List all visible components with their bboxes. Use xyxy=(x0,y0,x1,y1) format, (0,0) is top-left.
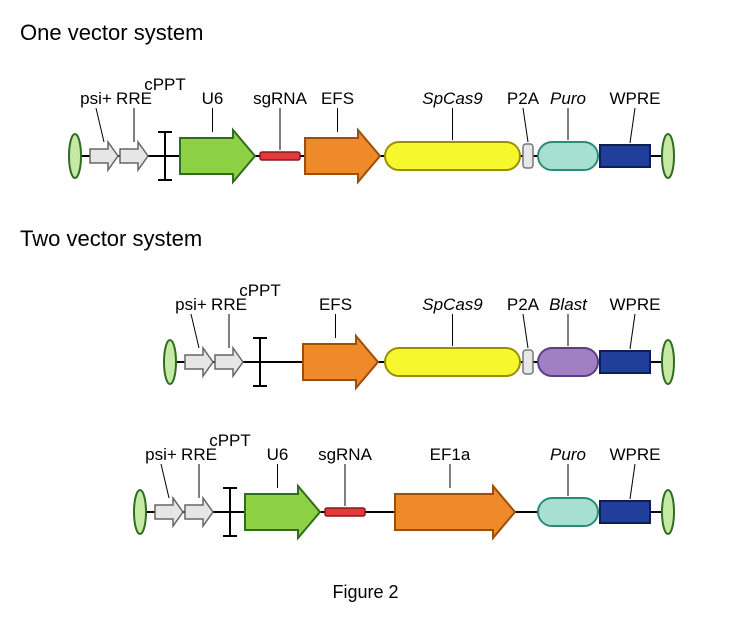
psi: psi+ xyxy=(145,445,183,526)
svg-text:U6: U6 xyxy=(202,89,224,108)
svg-text:U6: U6 xyxy=(267,445,289,464)
ltr-right xyxy=(662,340,674,384)
ef1a: EF1a xyxy=(395,445,515,538)
svg-text:Puro: Puro xyxy=(550,445,586,464)
svg-text:EF1a: EF1a xyxy=(430,445,471,464)
ltr-left xyxy=(164,340,176,384)
svg-text:Blast: Blast xyxy=(549,295,588,314)
efs: EFS xyxy=(303,295,378,388)
ltr-right xyxy=(662,490,674,534)
one-vector-diagram: psi+RREcPPT U6 sgRNA EFS SpCas9 P2A Puro WPRE xyxy=(20,76,711,191)
puro: Puro xyxy=(538,89,598,170)
ltr-left xyxy=(69,134,81,178)
svg-text:sgRNA: sgRNA xyxy=(253,89,308,108)
svg-text:WPRE: WPRE xyxy=(610,89,661,108)
svg-text:Puro: Puro xyxy=(550,89,586,108)
svg-text:psi+: psi+ xyxy=(175,295,207,314)
svg-text:sgRNA: sgRNA xyxy=(318,445,373,464)
sgrna: sgRNA xyxy=(253,89,308,160)
title-one-vector: One vector system xyxy=(20,20,711,46)
svg-text:psi+: psi+ xyxy=(145,445,177,464)
psi: psi+ xyxy=(80,89,118,170)
svg-text:EFS: EFS xyxy=(321,89,354,108)
rre: RRE xyxy=(181,445,217,526)
svg-text:EFS: EFS xyxy=(319,295,352,314)
svg-text:cPPT: cPPT xyxy=(144,76,186,94)
cppt: cPPT xyxy=(239,282,281,386)
u6: U6 xyxy=(245,445,320,538)
title-two-vector: Two vector system xyxy=(20,226,711,252)
svg-text:psi+: psi+ xyxy=(80,89,112,108)
figure-caption: Figure 2 xyxy=(20,582,711,603)
svg-text:cPPT: cPPT xyxy=(239,282,281,300)
svg-text:P2A: P2A xyxy=(507,295,540,314)
spcas9: SpCas9 xyxy=(385,89,520,170)
u6: U6 xyxy=(180,89,255,182)
puro: Puro xyxy=(538,445,598,526)
ltr-left xyxy=(134,490,146,534)
two-vector-diagram-a: psi+RREcPPT EFS SpCas9 P2A Blast WPRE xyxy=(20,282,711,397)
svg-text:SpCas9: SpCas9 xyxy=(422,295,483,314)
ltr-right xyxy=(662,134,674,178)
sgrna: sgRNA xyxy=(318,445,373,516)
svg-text:SpCas9: SpCas9 xyxy=(422,89,483,108)
two-vector-diagram-b: psi+RREcPPT U6 sgRNA EF1a Puro WPRE xyxy=(20,432,711,547)
blast: Blast xyxy=(538,295,598,376)
rre: RRE xyxy=(211,295,247,376)
spcas9: SpCas9 xyxy=(385,295,520,376)
psi: psi+ xyxy=(175,295,213,376)
svg-text:P2A: P2A xyxy=(507,89,540,108)
svg-text:cPPT: cPPT xyxy=(209,432,251,450)
efs: EFS xyxy=(305,89,380,182)
svg-text:WPRE: WPRE xyxy=(610,295,661,314)
rre: RRE xyxy=(116,89,152,170)
svg-text:WPRE: WPRE xyxy=(610,445,661,464)
